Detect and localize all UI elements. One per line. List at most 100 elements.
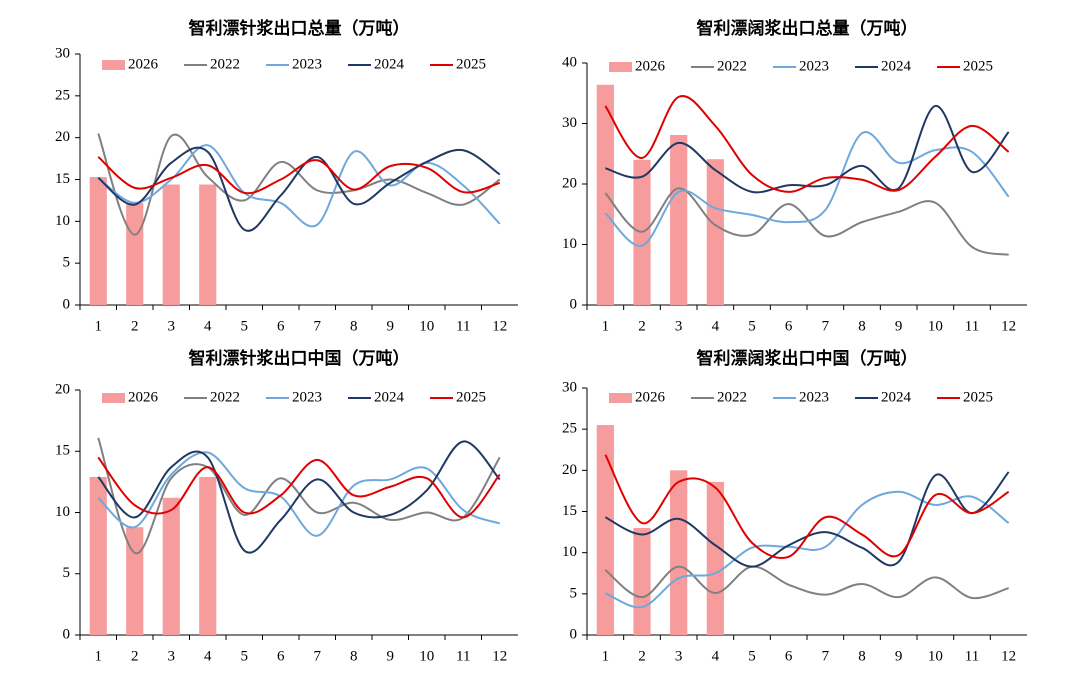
x-tick-label: 9	[387, 648, 395, 664]
x-tick-label: 4	[204, 648, 212, 664]
legend-label: 2022	[717, 389, 747, 405]
line	[604, 95, 1010, 193]
bar	[706, 481, 724, 635]
legend-swatch	[102, 60, 125, 70]
x-tick-label: 5	[748, 648, 756, 664]
y-tick-label: 10	[562, 544, 577, 560]
y-tick-label: 10	[562, 236, 577, 252]
line	[604, 490, 1010, 609]
bar	[670, 134, 688, 305]
line	[604, 131, 1010, 247]
bar	[199, 184, 217, 305]
x-tick-label: 1	[602, 648, 610, 664]
y-tick-label: 20	[55, 129, 70, 145]
line	[97, 456, 501, 519]
x-tick-label: 8	[350, 648, 358, 664]
line	[604, 565, 1009, 600]
bar	[596, 425, 614, 635]
x-tick-label: 11	[456, 318, 470, 334]
y-tick-label: 0	[570, 296, 578, 312]
y-tick-label: 15	[55, 443, 70, 459]
bar	[633, 527, 651, 635]
x-tick-label: 9	[895, 318, 903, 334]
line	[97, 133, 501, 236]
x-tick-label: 7	[822, 648, 830, 664]
legend-label: 2023	[292, 389, 322, 405]
x-tick-label: 4	[204, 318, 212, 334]
x-tick-label: 6	[785, 648, 793, 664]
x-tick-label: 2	[638, 648, 646, 664]
chart-title: 智利漂阔浆出口中国（万吨）	[697, 348, 918, 368]
legend-label: 2022	[210, 56, 240, 72]
x-tick-label: 10	[928, 318, 943, 334]
legend-label: 2024	[881, 58, 912, 74]
x-tick-label: 12	[492, 648, 507, 664]
chart-title: 智利漂针浆出口中国（万吨）	[189, 348, 410, 368]
legend-label: 2026	[635, 389, 666, 405]
x-tick-label: 12	[492, 318, 507, 334]
y-tick-label: 30	[562, 379, 577, 395]
legend-swatch	[609, 62, 632, 72]
legend-label: 2025	[456, 389, 486, 405]
legend-label: 2023	[799, 58, 829, 74]
legend-label: 2026	[128, 389, 159, 405]
legend-label: 2025	[456, 56, 486, 72]
line	[604, 471, 1010, 568]
y-tick-label: 20	[562, 175, 577, 191]
line	[605, 104, 1010, 194]
legend-label: 2026	[635, 58, 666, 74]
legend-label: 2022	[717, 58, 747, 74]
x-tick-label: 7	[822, 318, 830, 334]
chart-title: 智利漂针浆出口总量（万吨）	[189, 18, 410, 38]
x-tick-label: 6	[277, 648, 285, 664]
line	[97, 146, 501, 232]
bar	[126, 202, 144, 305]
y-tick-label: 25	[562, 421, 577, 437]
legend-label: 2026	[128, 56, 159, 72]
legend-label: 2024	[374, 56, 405, 72]
y-tick-label: 25	[55, 87, 70, 103]
legend-label: 2024	[881, 389, 912, 405]
line	[97, 144, 501, 228]
y-tick-label: 20	[55, 381, 70, 397]
line	[97, 156, 501, 195]
x-tick-label: 3	[675, 648, 683, 664]
x-tick-label: 1	[95, 318, 103, 334]
y-tick-label: 15	[55, 171, 70, 187]
x-tick-label: 5	[748, 318, 756, 334]
legend-label: 2024	[374, 389, 405, 405]
x-tick-label: 12	[1001, 318, 1016, 334]
y-tick-label: 10	[55, 213, 70, 229]
y-tick-label: 0	[63, 626, 71, 642]
bar	[89, 176, 107, 305]
line	[97, 437, 501, 555]
y-tick-label: 10	[55, 504, 70, 520]
legend-swatch	[609, 393, 632, 403]
x-tick-label: 4	[712, 318, 720, 334]
x-tick-label: 9	[895, 648, 903, 664]
y-tick-label: 30	[55, 45, 70, 61]
x-tick-label: 11	[456, 648, 470, 664]
line	[604, 187, 1009, 256]
x-tick-label: 11	[965, 318, 979, 334]
x-tick-label: 10	[419, 648, 434, 664]
y-tick-label: 0	[570, 626, 578, 642]
x-tick-label: 7	[314, 648, 322, 664]
x-tick-label: 7	[314, 318, 322, 334]
legend-swatch	[102, 393, 125, 403]
x-tick-label: 3	[168, 318, 176, 334]
x-tick-label: 2	[131, 648, 139, 664]
x-tick-label: 6	[277, 318, 285, 334]
chart-title: 智利漂阔浆出口总量（万吨）	[697, 18, 918, 38]
x-tick-label: 5	[241, 318, 249, 334]
x-tick-label: 8	[858, 648, 866, 664]
x-tick-label: 1	[95, 648, 103, 664]
x-tick-label: 2	[638, 318, 646, 334]
x-tick-label: 5	[241, 648, 249, 664]
legend-label: 2025	[963, 58, 993, 74]
y-tick-label: 0	[63, 296, 71, 312]
x-tick-label: 10	[928, 648, 943, 664]
bar	[596, 84, 614, 305]
x-tick-label: 8	[350, 318, 358, 334]
x-tick-label: 9	[387, 318, 395, 334]
